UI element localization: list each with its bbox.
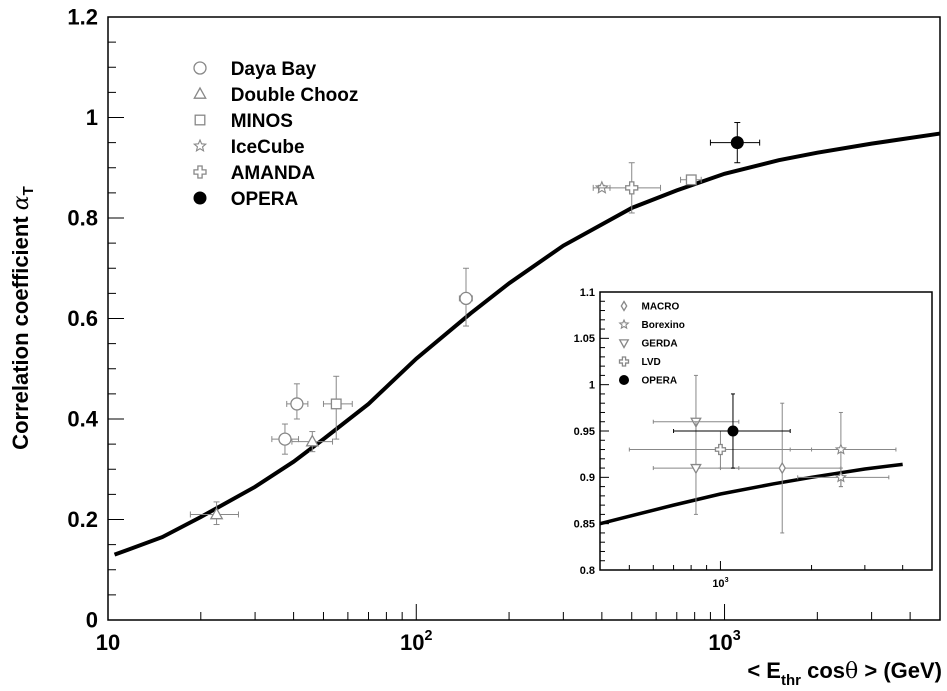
main-fit-curve (113, 131, 941, 557)
y-axis-alpha: α (9, 195, 34, 210)
y-tick-label: 0.2 (67, 507, 98, 532)
data-point (597, 162, 662, 214)
data-point (680, 174, 702, 186)
inset-fit-curve (599, 462, 903, 526)
inset-plot-frame (599, 291, 933, 571)
y-axis-title-text: Correlation coefficient αT (8, 186, 37, 450)
legend-marker (193, 61, 207, 75)
data-marker (305, 434, 320, 447)
data-point (291, 431, 334, 453)
x-axis-theta: θ (845, 659, 858, 684)
legend-label: Double Chooz (231, 85, 359, 106)
main-y-axis: 0 0.2 0.4 0.6 0.8 1 1.2 (67, 5, 124, 633)
legend-label: OPERA (642, 376, 678, 387)
y-tick-label: 1.1 (580, 287, 595, 299)
y-tick-label: 0.95 (574, 426, 595, 438)
data-marker (727, 425, 739, 437)
x-axis-title-text: < Ethr cosθ > (GeV) (747, 658, 942, 689)
legend-marker (620, 300, 628, 312)
data-marker (330, 398, 342, 410)
y-tick-label: 0.4 (67, 407, 98, 432)
y-tick-label: 1 (589, 380, 595, 392)
data-point (271, 423, 300, 455)
legend-marker (618, 356, 630, 367)
data-marker (625, 181, 639, 195)
data-marker (594, 180, 609, 194)
data-marker (834, 443, 847, 455)
inset-y-axis: 0.8 0.85 0.9 0.95 1 1.05 1.1 (574, 287, 609, 577)
data-point (628, 430, 813, 469)
y-axis-subscript: T (20, 186, 37, 195)
legend-marker (193, 86, 207, 99)
legend-marker (193, 191, 207, 205)
data-marker (209, 507, 224, 520)
x-tick-label: 10 (96, 630, 120, 655)
y-tick-label: 1 (86, 105, 98, 130)
data-point (286, 383, 309, 420)
legend-label: MACRO (642, 302, 680, 313)
data-point (592, 180, 611, 194)
inset-data-points (628, 374, 897, 534)
inset-legend: MACRO Borexino GERDA LVD OPERA (618, 300, 685, 387)
legend-marker (193, 165, 207, 179)
y-tick-label: 1.2 (67, 5, 98, 30)
legend-label: AMANDA (231, 163, 316, 184)
data-point (797, 467, 890, 488)
legend-marker (192, 138, 208, 153)
y-tick-label: 0.6 (67, 306, 98, 331)
x-tick-label: 103 (708, 628, 740, 655)
data-marker (685, 174, 697, 186)
x-tick-label: 102 (400, 628, 432, 655)
x-axis-subscript: thr (781, 672, 801, 689)
legend-marker (194, 114, 206, 126)
main-x-axis: 10 102 103 (96, 604, 941, 655)
y-tick-label: 0.8 (67, 206, 98, 231)
y-tick-label: 0.8 (580, 565, 595, 577)
data-point (652, 421, 740, 515)
legend-marker (618, 339, 630, 349)
legend-label: OPERA (231, 189, 299, 210)
data-marker (834, 470, 847, 483)
data-marker (278, 432, 292, 446)
y-tick-label: 1.05 (574, 333, 595, 345)
data-point (189, 501, 239, 526)
main-data-points (189, 122, 761, 526)
y-tick-label: 0 (86, 608, 98, 633)
data-point (458, 267, 473, 327)
legend-marker (619, 375, 629, 385)
legend-label: LVD (642, 357, 661, 368)
x-tick-label: 103 (712, 576, 728, 590)
y-axis-title: Correlation coefficient αT (8, 186, 37, 450)
y-tick-label: 0.85 (574, 519, 595, 531)
legend-label: Borexino (642, 320, 685, 331)
data-point (673, 393, 791, 469)
y-tick-label: 0.9 (580, 472, 595, 484)
main-legend: Daya Bay Double Chooz MINOS IceCube AMANDA OP… (192, 59, 359, 210)
legend-label: GERDA (642, 339, 678, 350)
data-marker (459, 291, 473, 306)
data-point (719, 402, 842, 534)
data-marker (778, 461, 786, 475)
data-marker (290, 397, 304, 411)
data-marker (690, 463, 702, 475)
data-marker (714, 443, 727, 456)
data-point (322, 375, 353, 440)
x-axis-title: < Ethr cosθ > (GeV) (747, 658, 942, 689)
data-point (709, 122, 761, 164)
legend-label: IceCube (231, 137, 305, 158)
legend-label: Daya Bay (231, 59, 317, 80)
data-marker (730, 136, 744, 150)
legend-marker (618, 318, 630, 330)
legend-label: MINOS (231, 111, 293, 132)
